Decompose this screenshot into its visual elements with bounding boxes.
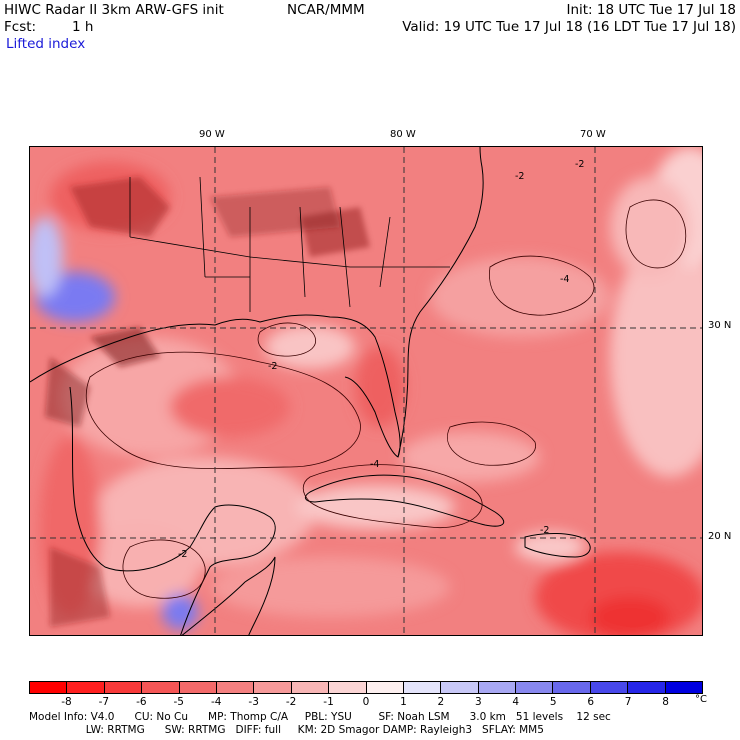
- lon-label-70w: 70 W: [580, 129, 606, 140]
- contour-labels: -2 -2 -2 -4 -4 -2 -2: [178, 159, 584, 560]
- init-time: Init: 18 UTC Tue 17 Jul 18: [566, 2, 736, 18]
- colorbar-swatch: [366, 682, 404, 693]
- contour-label: -2: [178, 549, 187, 560]
- colorbar-swatch: [216, 682, 255, 693]
- colorbar-swatch: [254, 682, 292, 693]
- colorbar-unit: °C: [695, 694, 707, 705]
- field-shading: [30, 147, 702, 635]
- colorbar-tick-label: -7: [98, 696, 110, 708]
- state-borders: [129, 176, 450, 312]
- latlon-grid: [30, 147, 702, 635]
- colorbar-swatch: [441, 682, 479, 693]
- colorbar-swatch: [329, 682, 367, 693]
- land-detail: [45, 177, 370, 627]
- lon-label-90w: 90 W: [199, 129, 225, 140]
- colorbar: [29, 681, 703, 694]
- hispaniola-coast: [524, 533, 591, 558]
- colorbar-tick-label: 5: [549, 696, 557, 708]
- colorbar-swatch: [291, 682, 330, 693]
- contour-label: -2: [540, 525, 549, 536]
- forecast-label: Fcst:: [4, 19, 37, 35]
- contour-label: -4: [370, 459, 379, 470]
- colorbar-swatch: [553, 682, 591, 693]
- lat-label-30n: 30 N: [708, 320, 732, 331]
- colorbar-tick-label: -2: [285, 696, 297, 708]
- colorbar-tick-label: 4: [512, 696, 520, 708]
- model-info-line1: Model Info: V4.0 CU: No Cu MP: Thomp C/A…: [29, 711, 611, 723]
- colorbar-tick-label: -4: [210, 696, 222, 708]
- colorbar-tick-label: 7: [624, 696, 632, 708]
- cuba-coast: [304, 474, 505, 527]
- colorbar-swatch: [403, 682, 442, 693]
- atlantic-coast: [397, 147, 484, 458]
- map-canvas: -2 -2 -2 -4 -4 -2 -2: [30, 147, 702, 635]
- colorbar-swatch: [516, 682, 554, 693]
- model-info-line2: LW: RRTMG SW: RRTMG DIFF: full KM: 2D Sm…: [29, 724, 544, 736]
- colorbar-swatch: [665, 682, 703, 693]
- colorbar-swatch: [590, 682, 629, 693]
- field-name: Lifted index: [6, 36, 86, 52]
- contour-label: -2: [515, 171, 524, 182]
- org-label: NCAR/MMM: [287, 2, 365, 18]
- colorbar-swatch: [30, 682, 68, 693]
- coastlines: [30, 147, 591, 635]
- colorbar-swatch: [104, 682, 143, 693]
- colorbar-tick-label: 0: [362, 696, 370, 708]
- colorbar-tick-label: 6: [587, 696, 594, 708]
- forecast-hour: 1 h: [72, 19, 94, 35]
- colorbar-tick-label: 3: [474, 696, 482, 708]
- colorbar-swatch: [67, 682, 105, 693]
- colorbar-tick-label: 1: [400, 696, 407, 708]
- contour-label: -2: [268, 361, 277, 372]
- colorbar-tick-label: -3: [248, 696, 259, 708]
- contours: [86, 199, 687, 599]
- contour-label: -4: [560, 274, 569, 285]
- colorbar-tick-label: -1: [323, 696, 334, 708]
- gulf-coast: [30, 314, 401, 458]
- colorbar-swatch: [179, 682, 217, 693]
- colorbar-swatch: [478, 682, 517, 693]
- colorbar-tick-label: -5: [173, 696, 185, 708]
- contour-label: -2: [575, 159, 584, 170]
- valid-time: Valid: 19 UTC Tue 17 Jul 18 (16 LDT Tue …: [402, 19, 736, 35]
- colorbar-swatch: [142, 682, 180, 693]
- colorbar-tick-label: 2: [437, 696, 445, 708]
- colorbar-tick-label: 8: [662, 696, 669, 708]
- lon-label-80w: 80 W: [390, 129, 416, 140]
- colorbar-tick-label: -6: [136, 696, 147, 708]
- colorbar-tick-label: -8: [61, 696, 72, 708]
- colorbar-swatch: [628, 682, 666, 693]
- mexico-coast: [69, 386, 276, 635]
- lat-label-20n: 20 N: [708, 531, 732, 542]
- central-america-coast: [181, 556, 276, 635]
- model-title: HIWC Radar II 3km ARW-GFS init: [4, 2, 224, 18]
- lifted-index-map: -2 -2 -2 -4 -4 -2 -2: [29, 146, 703, 636]
